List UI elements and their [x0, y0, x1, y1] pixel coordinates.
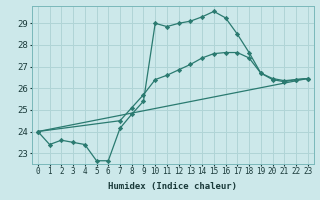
X-axis label: Humidex (Indice chaleur): Humidex (Indice chaleur)	[108, 182, 237, 191]
